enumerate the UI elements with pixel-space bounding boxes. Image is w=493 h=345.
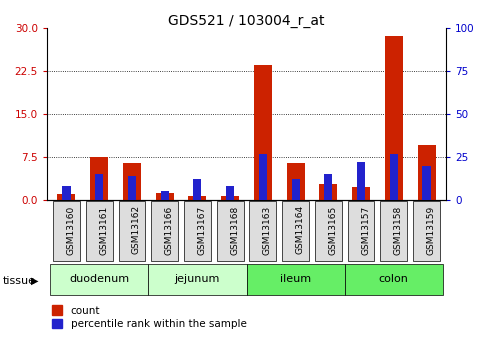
Text: duodenum: duodenum: [69, 274, 129, 284]
Bar: [357, 162, 365, 200]
Bar: [58, 194, 75, 200]
Bar: [352, 187, 370, 200]
Text: jejunum: jejunum: [175, 274, 220, 284]
Text: GSM13165: GSM13165: [328, 205, 337, 255]
Text: GSM13168: GSM13168: [230, 205, 239, 255]
Text: ▶: ▶: [31, 276, 38, 286]
Text: GSM13164: GSM13164: [296, 205, 305, 255]
Bar: [221, 196, 239, 200]
FancyBboxPatch shape: [282, 201, 309, 261]
FancyBboxPatch shape: [381, 201, 407, 261]
Bar: [324, 174, 332, 200]
Legend: count, percentile rank within the sample: count, percentile rank within the sample: [52, 305, 246, 329]
Text: GSM13157: GSM13157: [361, 205, 370, 255]
Bar: [95, 174, 104, 200]
Bar: [259, 154, 267, 200]
FancyBboxPatch shape: [184, 201, 211, 261]
Text: ileum: ileum: [280, 274, 311, 284]
Bar: [423, 166, 430, 200]
Bar: [90, 157, 108, 200]
FancyBboxPatch shape: [246, 264, 345, 295]
Text: GSM13162: GSM13162: [132, 205, 141, 255]
Text: GSM13167: GSM13167: [197, 205, 207, 255]
Bar: [286, 163, 305, 200]
Bar: [193, 179, 202, 200]
Bar: [385, 36, 403, 200]
Bar: [156, 193, 174, 200]
Text: GSM13161: GSM13161: [99, 205, 108, 255]
FancyBboxPatch shape: [50, 264, 148, 295]
FancyBboxPatch shape: [118, 201, 145, 261]
Bar: [226, 186, 234, 200]
FancyBboxPatch shape: [345, 264, 443, 295]
Text: GSM13159: GSM13159: [426, 205, 435, 255]
FancyBboxPatch shape: [249, 201, 276, 261]
Text: GDS521 / 103004_r_at: GDS521 / 103004_r_at: [168, 14, 325, 28]
FancyBboxPatch shape: [53, 201, 80, 261]
Text: GSM13160: GSM13160: [67, 205, 75, 255]
Bar: [418, 146, 435, 200]
Text: GSM13163: GSM13163: [263, 205, 272, 255]
Text: tissue: tissue: [2, 276, 35, 286]
Text: colon: colon: [379, 274, 409, 284]
Bar: [188, 196, 207, 200]
Bar: [128, 176, 136, 200]
Bar: [319, 184, 337, 200]
Bar: [161, 191, 169, 200]
Bar: [63, 186, 70, 200]
FancyBboxPatch shape: [348, 201, 375, 261]
Bar: [291, 179, 300, 200]
Bar: [389, 154, 398, 200]
Text: GSM13158: GSM13158: [394, 205, 403, 255]
FancyBboxPatch shape: [148, 264, 246, 295]
Bar: [123, 163, 141, 200]
FancyBboxPatch shape: [217, 201, 244, 261]
Text: GSM13166: GSM13166: [165, 205, 174, 255]
FancyBboxPatch shape: [86, 201, 112, 261]
FancyBboxPatch shape: [151, 201, 178, 261]
FancyBboxPatch shape: [315, 201, 342, 261]
Bar: [254, 65, 272, 200]
FancyBboxPatch shape: [413, 201, 440, 261]
